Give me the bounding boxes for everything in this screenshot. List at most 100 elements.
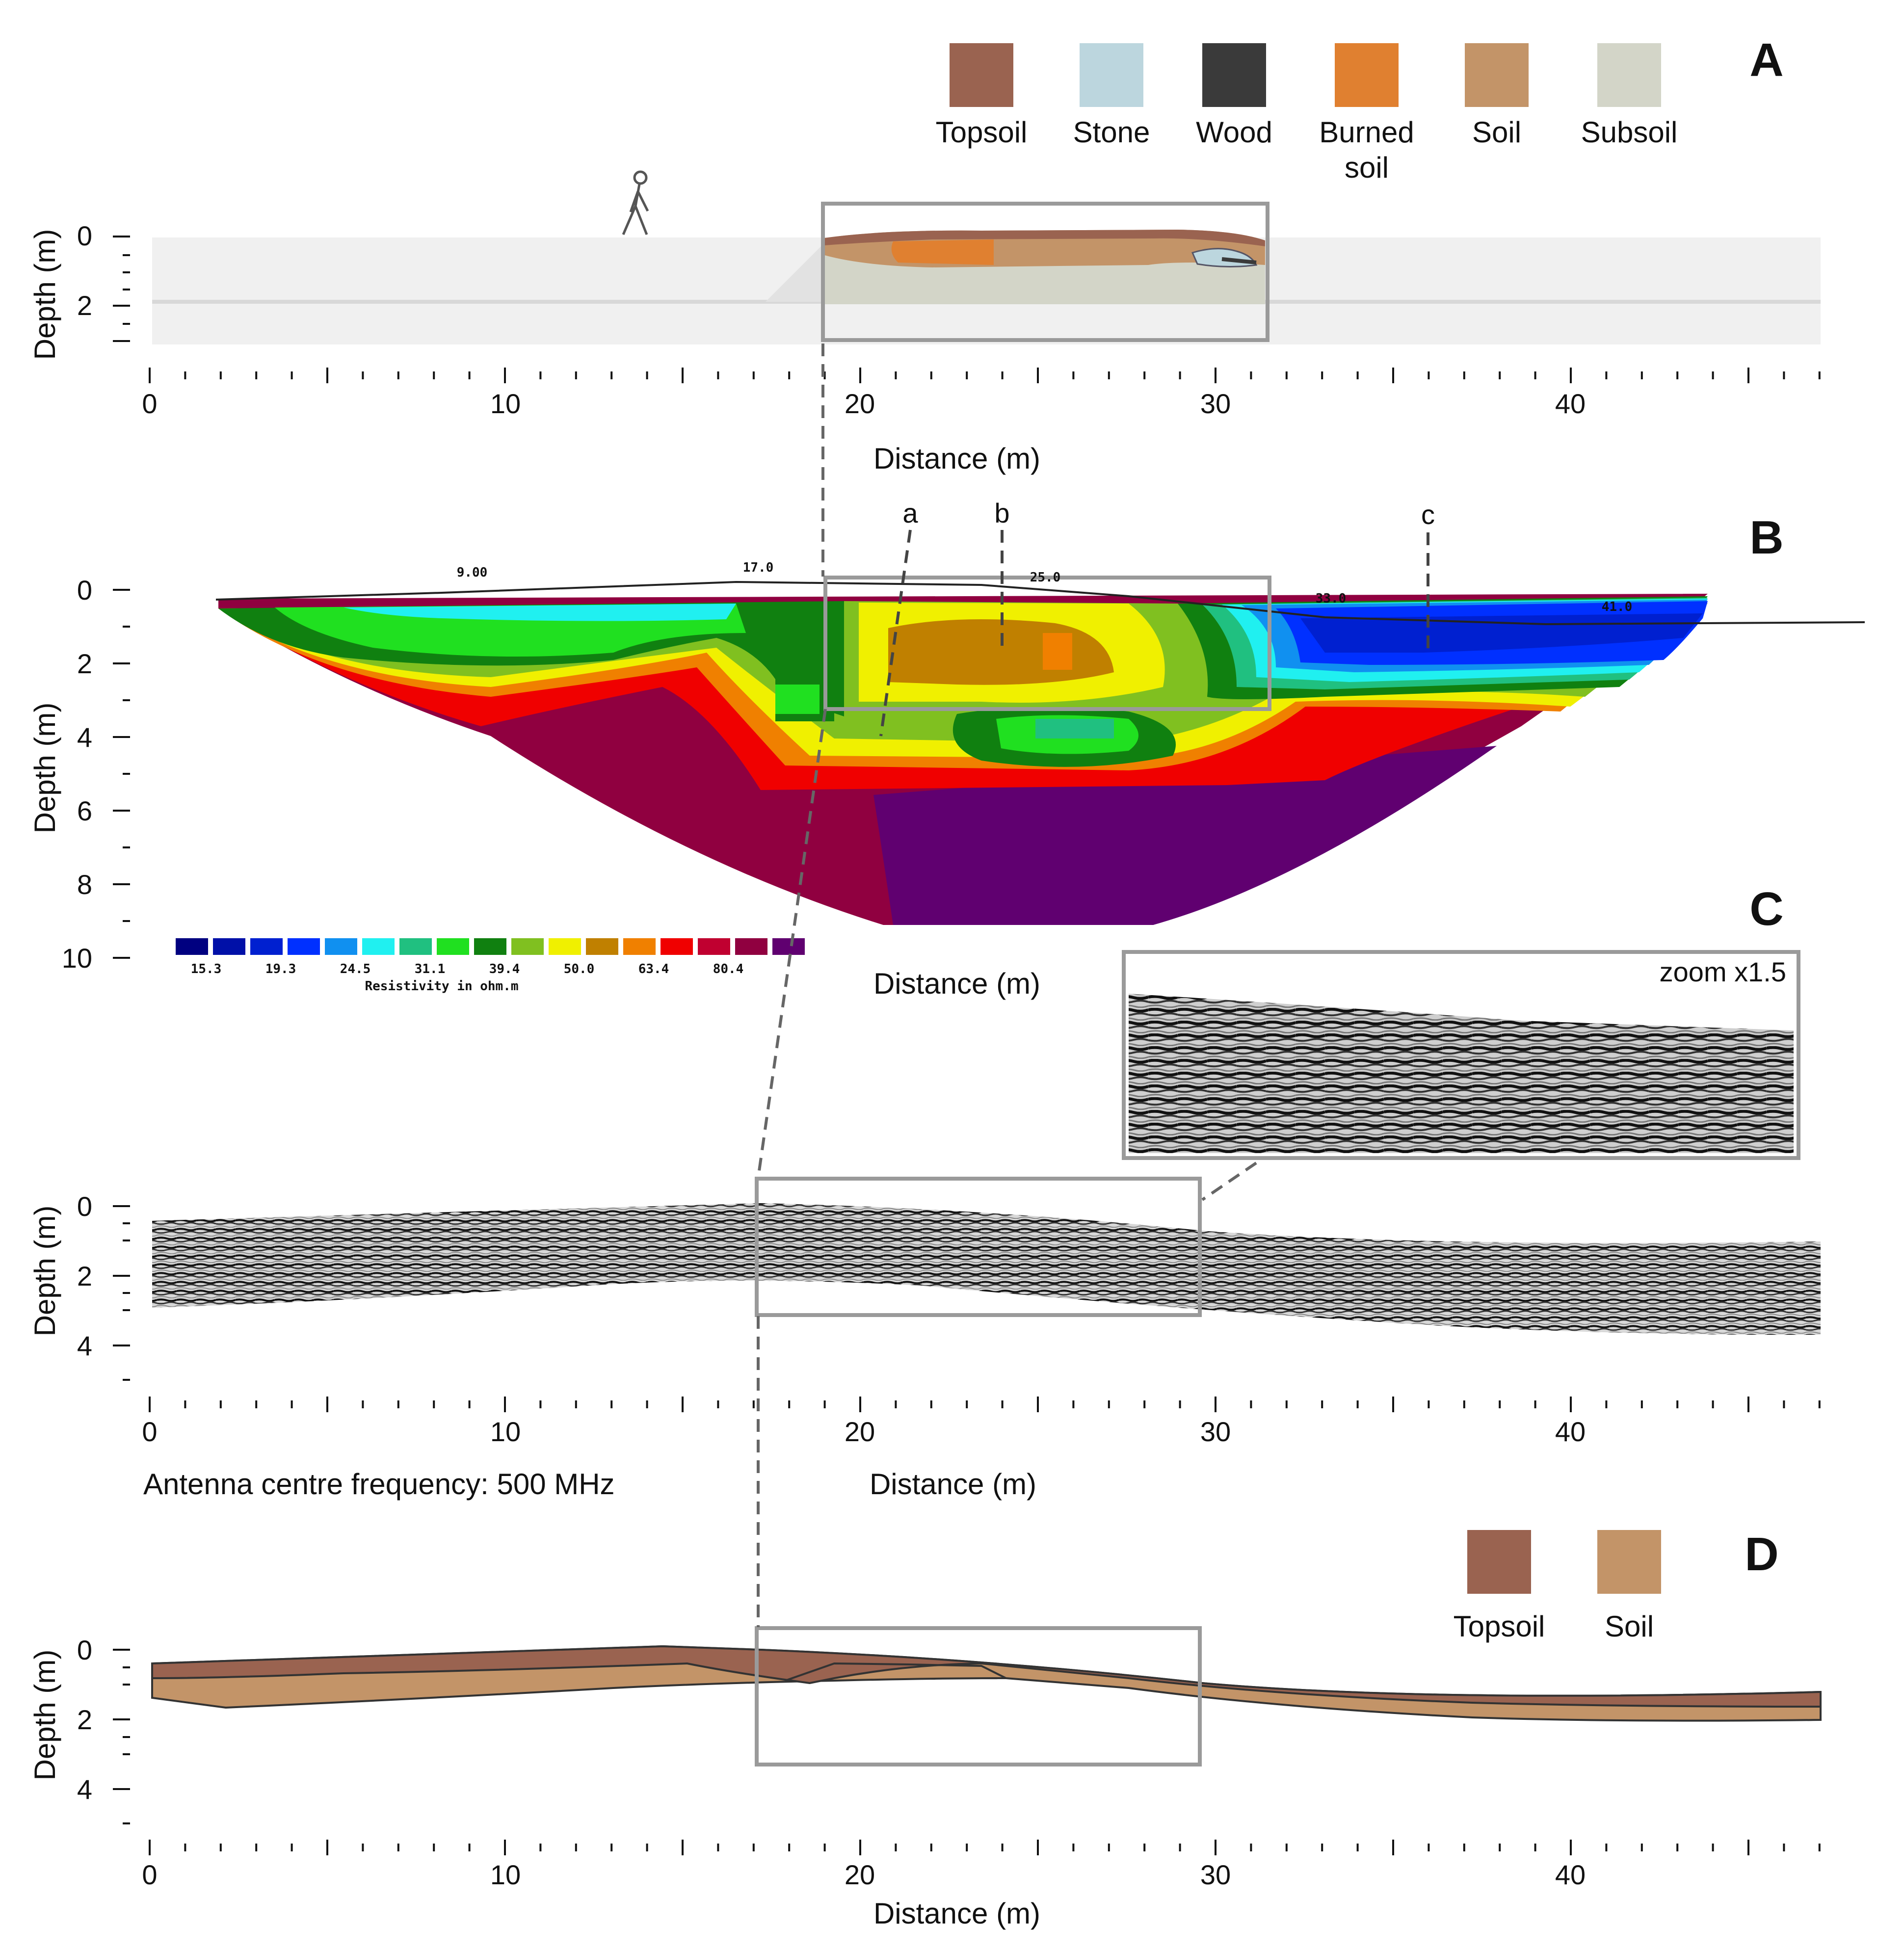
scale-swatch bbox=[549, 938, 581, 955]
scale-swatch bbox=[176, 938, 208, 955]
scale-swatch bbox=[399, 938, 432, 955]
axis-c-xtick-30: 30 bbox=[1200, 1416, 1231, 1447]
scale-swatch bbox=[735, 938, 767, 955]
antenna-frequency-label: Antenna centre frequency: 500 MHz bbox=[143, 1468, 615, 1501]
legend-a-label-subsoil: Subsoil bbox=[1581, 116, 1678, 149]
legend-a-burned-soil: Burned soil bbox=[1319, 43, 1414, 184]
ert-markers: a b c bbox=[879, 498, 1435, 737]
axis-c-xlabel: Distance (m) bbox=[870, 1468, 1036, 1501]
legend-a-label-topsoil: Topsoil bbox=[936, 116, 1028, 149]
scale-title: Resistivity in ohm.m bbox=[365, 979, 518, 994]
axis-c-ytick-2: 2 bbox=[77, 1261, 92, 1292]
legend-a-label-soil: Soil bbox=[1472, 116, 1521, 149]
axis-a-ylabel: Depth (m) bbox=[28, 229, 61, 360]
scale-swatch bbox=[213, 938, 245, 955]
axis-d-xtick-30: 30 bbox=[1200, 1859, 1231, 1890]
axis-c-ylabel: Depth (m) bbox=[28, 1206, 61, 1337]
gpr-zoom-inset: zoom x1.5 bbox=[1122, 950, 1800, 1160]
axis-d-xtick-20: 20 bbox=[845, 1859, 875, 1890]
axis-a-xtick-0: 0 bbox=[142, 388, 157, 419]
legend-a-swatch-topsoil bbox=[950, 43, 1013, 107]
legend-d-swatch-soil bbox=[1597, 1530, 1661, 1594]
zoom-connector-c bbox=[1201, 1161, 1257, 1201]
axis-b-ytick-0: 0 bbox=[77, 575, 92, 606]
axis-b-ylabel: Depth (m) bbox=[28, 703, 61, 834]
legend-a-swatch-burned-soil bbox=[1335, 43, 1399, 107]
legend-a-wood: Wood bbox=[1196, 43, 1272, 149]
ert-top-tick-4: 33.0 bbox=[1316, 591, 1347, 606]
gpr-zoom-label: zoom x1.5 bbox=[1660, 956, 1786, 987]
legend-d-label-topsoil: Topsoil bbox=[1454, 1610, 1545, 1643]
legend-d-swatch-topsoil bbox=[1467, 1530, 1531, 1594]
scale-swatch bbox=[661, 938, 693, 955]
zoom-box-b bbox=[823, 576, 1271, 711]
legend-a-label-burned-soil: soil bbox=[1345, 151, 1389, 184]
axis-a-xtick-40: 40 bbox=[1555, 388, 1586, 419]
axis-a-y: Depth (m) 0 2 bbox=[28, 220, 130, 360]
axis-d-ytick-4: 4 bbox=[77, 1774, 92, 1805]
axis-a-ytick-0: 0 bbox=[77, 220, 92, 251]
scale-label-6: 50.0 bbox=[564, 962, 595, 976]
ert-region-cyan-left bbox=[344, 604, 736, 621]
axis-d-xtick-10: 10 bbox=[490, 1859, 521, 1890]
axis-b-ytick-8: 8 bbox=[77, 869, 92, 900]
scale-label-8: 80.4 bbox=[713, 962, 744, 976]
connector-b-c bbox=[757, 709, 827, 1178]
legend-a-swatch-subsoil bbox=[1597, 43, 1661, 107]
legend-a-subsoil: Subsoil bbox=[1581, 43, 1678, 149]
legend-a-label-stone: Stone bbox=[1073, 116, 1150, 149]
legend-d: Topsoil Soil bbox=[1454, 1530, 1661, 1643]
axis-b-ytick-6: 6 bbox=[77, 795, 92, 826]
zoom-box-c bbox=[755, 1177, 1202, 1317]
axis-a-xlabel: Distance (m) bbox=[873, 442, 1040, 475]
marker-b-label: b bbox=[994, 498, 1009, 528]
axis-d-xtick-0: 0 bbox=[142, 1859, 157, 1890]
legend-a-stone: Stone bbox=[1073, 43, 1150, 149]
ert-top-tick-3: 25.0 bbox=[1030, 570, 1061, 585]
axis-b-ytick-4: 4 bbox=[77, 722, 92, 753]
resistivity-scale bbox=[176, 938, 805, 955]
ert-top-ticks: 9.00 17.0 25.0 33.0 41.0 bbox=[457, 560, 1633, 614]
legend-a-swatch-wood bbox=[1202, 43, 1266, 107]
legend-a-topsoil: Topsoil bbox=[936, 43, 1028, 149]
axis-d-ytick-0: 0 bbox=[77, 1635, 92, 1665]
scale-swatch bbox=[586, 938, 618, 955]
ert-ground-surface bbox=[215, 580, 1865, 626]
legend-a-label-wood: Wood bbox=[1196, 116, 1272, 149]
scale-label-7: 63.4 bbox=[638, 962, 669, 976]
axis-c-ytick-4: 4 bbox=[77, 1330, 92, 1361]
marker-c-label: c bbox=[1421, 499, 1435, 530]
scale-swatch bbox=[511, 938, 544, 955]
axis-b-ytick-10: 10 bbox=[62, 943, 92, 974]
axis-c-y: Depth (m) 0 2 4 bbox=[28, 1191, 130, 1381]
interpretation-lens-boundary bbox=[785, 1662, 1006, 1682]
ert-region-teal-lens bbox=[1035, 719, 1114, 738]
axis-a-ytick-2: 2 bbox=[77, 290, 92, 321]
ert-region-deepest bbox=[873, 746, 1497, 925]
scale-label-2: 19.3 bbox=[265, 962, 296, 976]
section-a-topsoil bbox=[824, 230, 1265, 246]
axis-d-ytick-2: 2 bbox=[77, 1704, 92, 1735]
axis-c-xtick-10: 10 bbox=[490, 1416, 521, 1447]
section-a bbox=[152, 202, 1821, 344]
axis-d-y: Depth (m) 0 2 4 bbox=[28, 1635, 130, 1824]
zoom-box-a bbox=[821, 202, 1269, 342]
axis-a-xtick-10: 10 bbox=[490, 388, 521, 419]
ert-top-tick-1: 9.00 bbox=[457, 565, 488, 580]
axis-d-xtick-40: 40 bbox=[1555, 1859, 1586, 1890]
panel-label-d: D bbox=[1745, 1528, 1778, 1581]
axis-c-xtick-40: 40 bbox=[1555, 1416, 1586, 1447]
ert-region-orange-spot bbox=[1043, 633, 1072, 670]
panel-label-a: A bbox=[1749, 34, 1783, 86]
legend-a-swatch-stone bbox=[1080, 43, 1143, 107]
legend-d-label-soil: Soil bbox=[1605, 1610, 1654, 1643]
scale-swatch bbox=[362, 938, 395, 955]
interpretation-topsoil bbox=[151, 1645, 1822, 1708]
scale-label-1: 15.3 bbox=[191, 962, 222, 976]
scale-label-4: 31.1 bbox=[415, 962, 446, 976]
interpretation-section bbox=[151, 1626, 1822, 1766]
marker-a-label: a bbox=[902, 498, 918, 528]
scale-swatch bbox=[325, 938, 357, 955]
panel-label-b: B bbox=[1749, 511, 1783, 564]
panel-label-c: C bbox=[1749, 883, 1783, 935]
